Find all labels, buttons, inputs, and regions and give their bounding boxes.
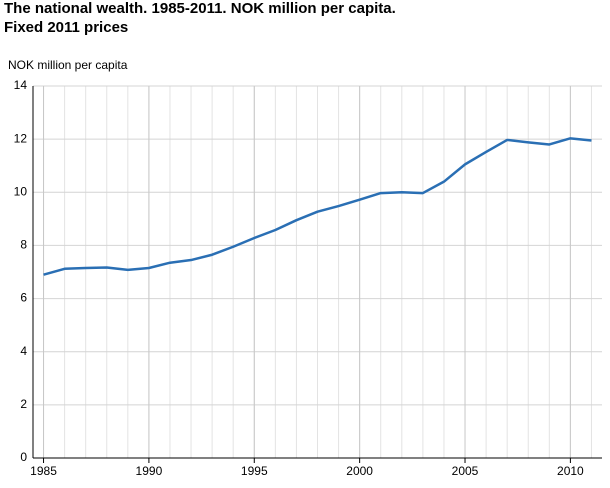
y-tick-label: 10 (14, 184, 28, 198)
line-series (43, 137, 592, 276)
y-tick-label: 4 (20, 344, 27, 358)
x-tick-label: 1990 (136, 464, 163, 478)
y-tick-label: 6 (20, 291, 27, 305)
y-axis-label: NOK million per capita (8, 58, 128, 72)
x-tick-label: 1995 (241, 464, 268, 478)
x-tick-label: 2005 (452, 464, 479, 478)
x-tick-label: 2000 (346, 464, 373, 478)
x-tick-label: 2010 (557, 464, 584, 478)
y-tick-label: 14 (14, 78, 28, 92)
x-tick-label: 1985 (30, 464, 57, 478)
y-tick-label: 8 (20, 238, 27, 252)
y-tick-label: 2 (20, 397, 27, 411)
y-tick-label: 0 (20, 450, 27, 464)
chart-subtitle: Fixed 2011 prices (4, 19, 128, 36)
chart-title: The national wealth. 1985-2011. NOK mill… (4, 0, 396, 17)
y-tick-label: 12 (14, 131, 28, 145)
